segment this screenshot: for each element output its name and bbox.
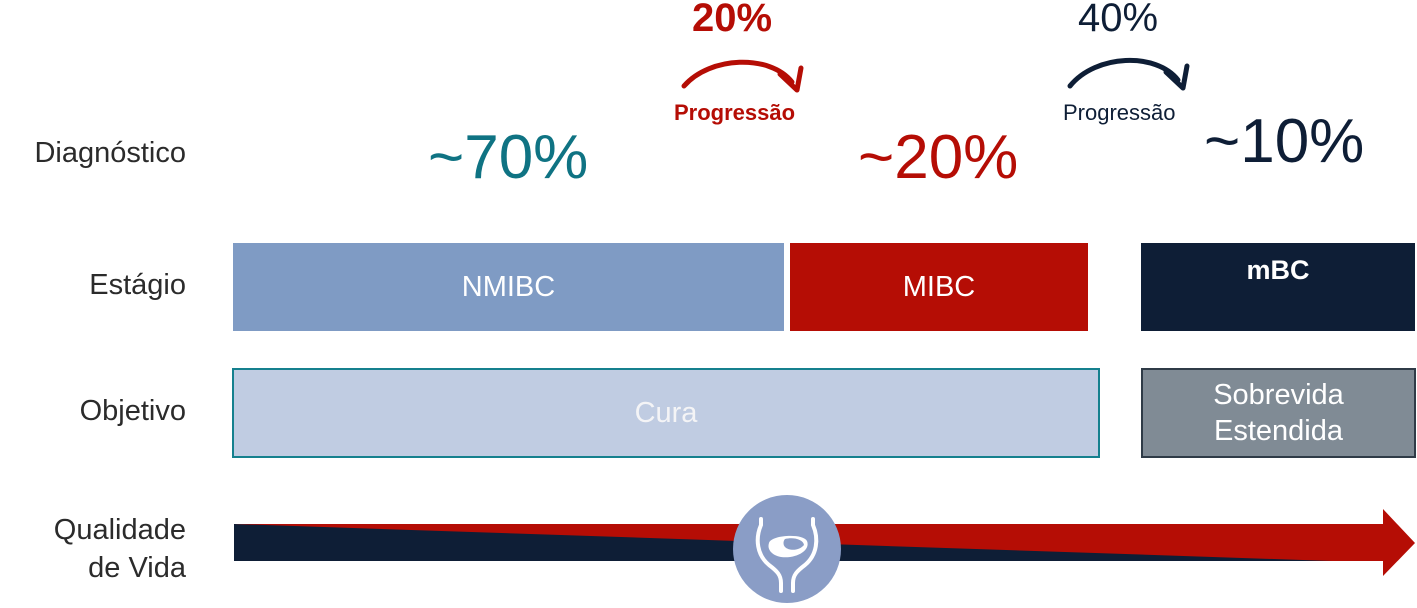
goal-cure-label: Cura (634, 396, 698, 429)
goal-extended-line2: Estendida (1214, 415, 1343, 447)
progression-arrow-red (681, 59, 804, 93)
progression-label-navy: Progressão (1063, 100, 1176, 125)
row-label-diagnostico: Diagnóstico (34, 137, 186, 169)
progression-rate-nmibc-to-mibc: 20% (692, 0, 773, 40)
stage-nmibc-label: NMIBC (461, 270, 556, 303)
stage-nmibc: NMIBC (233, 243, 784, 331)
goal-extended-line1: Sobrevida (1213, 379, 1344, 411)
bladder-icon (755, 517, 819, 593)
goal-cure: Cura (232, 368, 1100, 458)
nmibc-diagnosis-percent: ~70% (428, 123, 589, 192)
mbc-diagnosis-percent: ~10% (1204, 107, 1365, 176)
row-label-objetivo: Objetivo (79, 395, 186, 427)
stage-mbc-label: mBC (1246, 255, 1310, 285)
goal-extended-survival: Sobrevida Estendida (1141, 368, 1416, 458)
stage-mbc: mBC (1141, 243, 1415, 331)
progression-rate-mibc-to-mbc: 40% (1078, 0, 1159, 40)
progression-arrow-navy (1067, 58, 1190, 91)
row-label-qualidade-line2: de Vida (88, 552, 186, 584)
row-label-qualidade-de-vida: Qualidade de Vida (54, 511, 186, 587)
bladder-icon-circle (733, 495, 841, 603)
mibc-diagnosis-percent: ~20% (858, 123, 1019, 192)
row-label-qualidade-line1: Qualidade (53, 514, 186, 546)
stage-mibc: MIBC (790, 243, 1088, 331)
row-label-estagio: Estágio (89, 269, 186, 301)
stage-mibc-label: MIBC (902, 270, 976, 303)
progression-label-red: Progressão (674, 100, 796, 125)
